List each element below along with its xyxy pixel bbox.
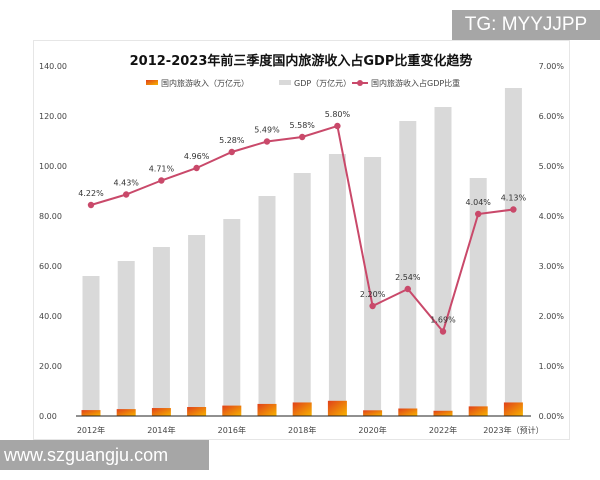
x-tick-label: 2016年 bbox=[218, 425, 246, 435]
ratio-label-12: 4.13% bbox=[501, 194, 527, 203]
bar-gdp-8 bbox=[364, 157, 382, 416]
bar-gdp-5 bbox=[258, 196, 276, 416]
ratio-label-11: 4.04% bbox=[465, 198, 491, 207]
ratio-point-5 bbox=[263, 138, 271, 145]
ratio-point-7 bbox=[334, 122, 341, 130]
x-tick-label: 2020年 bbox=[358, 425, 386, 435]
y-left-tick: 100.00 bbox=[39, 162, 67, 171]
ratio-point-11 bbox=[475, 210, 482, 218]
ratio-point-12 bbox=[510, 206, 517, 213]
ratio-label-2: 4.71% bbox=[149, 165, 175, 174]
bar-tourism-3 bbox=[187, 407, 207, 416]
ratio-point-2 bbox=[158, 177, 165, 184]
bar-gdp-0 bbox=[82, 276, 100, 416]
ratio-point-9 bbox=[404, 285, 411, 293]
bar-gdp-2 bbox=[152, 247, 170, 416]
ratio-point-0 bbox=[87, 201, 95, 209]
ratio-label-10: 1.69% bbox=[430, 316, 456, 325]
ratio-label-4: 5.28% bbox=[219, 136, 245, 145]
ratio-point-3 bbox=[193, 164, 200, 172]
y-right-tick: 5.00% bbox=[539, 162, 565, 171]
ratio-point-8 bbox=[369, 302, 376, 310]
bar-tourism-6 bbox=[292, 402, 312, 416]
y-left-tick: 80.00 bbox=[39, 212, 62, 221]
x-tick-label: 2014年 bbox=[147, 425, 175, 435]
bar-gdp-4 bbox=[223, 219, 241, 416]
ratio-point-10 bbox=[439, 328, 447, 335]
y-right-tick: 3.00% bbox=[539, 262, 565, 271]
watermark-bottom: www.szguangju.com bbox=[0, 440, 209, 470]
y-left-tick: 120.00 bbox=[39, 112, 67, 121]
ratio-point-6 bbox=[299, 133, 306, 141]
ratio-label-5: 5.49% bbox=[254, 126, 280, 135]
bar-tourism-9 bbox=[398, 408, 418, 416]
x-tick-label: 2023年（预计） bbox=[483, 425, 543, 435]
bar-tourism-7 bbox=[327, 400, 347, 416]
bar-tourism-10 bbox=[433, 410, 453, 416]
x-tick-label: 2012年 bbox=[77, 425, 105, 435]
y-right-tick: 7.00% bbox=[539, 62, 565, 71]
legend-marker-2 bbox=[357, 80, 363, 86]
ratio-label-0: 4.22% bbox=[78, 189, 104, 198]
ratio-label-6: 5.58% bbox=[289, 121, 315, 130]
bar-tourism-1 bbox=[116, 409, 136, 416]
bar-tourism-11 bbox=[468, 406, 488, 416]
watermark-top: TG: MYYJJPP bbox=[452, 10, 600, 40]
bar-gdp-9 bbox=[399, 121, 417, 416]
bar-tourism-8 bbox=[363, 410, 383, 416]
bar-tourism-2 bbox=[151, 408, 171, 416]
y-right-tick: 1.00% bbox=[539, 362, 565, 371]
bar-gdp-12 bbox=[504, 88, 522, 416]
ratio-label-1: 4.43% bbox=[113, 179, 139, 188]
ratio-label-7: 5.80% bbox=[325, 110, 351, 119]
bar-gdp-10 bbox=[434, 107, 452, 416]
legend-swatch-1 bbox=[279, 80, 291, 85]
bar-gdp-3 bbox=[188, 235, 206, 416]
x-tick-label: 2018年 bbox=[288, 425, 316, 435]
y-left-tick: 60.00 bbox=[39, 262, 62, 271]
x-tick-label: 2022年 bbox=[429, 425, 457, 435]
legend-label-2: 国内旅游收入占GDP比重 bbox=[371, 78, 460, 88]
bar-gdp-7 bbox=[328, 154, 346, 416]
chart-frame: 2012-2023年前三季度国内旅游收入占GDP比重变化趋势国内旅游收入（万亿元… bbox=[33, 40, 570, 440]
bar-tourism-0 bbox=[81, 410, 101, 416]
y-right-tick: 4.00% bbox=[539, 212, 565, 221]
y-left-tick: 0.00 bbox=[39, 412, 57, 421]
y-left-tick: 20.00 bbox=[39, 362, 62, 371]
bar-gdp-1 bbox=[117, 261, 135, 416]
legend-label-1: GDP（万亿元） bbox=[294, 78, 351, 88]
y-right-tick: 0.00% bbox=[539, 412, 565, 421]
chart-title: 2012-2023年前三季度国内旅游收入占GDP比重变化趋势 bbox=[130, 53, 473, 69]
legend-swatch-0 bbox=[146, 80, 158, 85]
bar-gdp-11 bbox=[469, 178, 487, 416]
bar-tourism-12 bbox=[503, 402, 523, 416]
ratio-label-8: 2.20% bbox=[360, 290, 386, 299]
y-right-tick: 2.00% bbox=[539, 312, 565, 321]
ratio-point-1 bbox=[123, 191, 130, 198]
ratio-point-4 bbox=[228, 148, 235, 156]
y-left-tick: 40.00 bbox=[39, 312, 62, 321]
bar-tourism-4 bbox=[222, 405, 242, 416]
bar-tourism-5 bbox=[257, 403, 277, 416]
chart: 2012-2023年前三季度国内旅游收入占GDP比重变化趋势国内旅游收入（万亿元… bbox=[39, 53, 565, 435]
ratio-label-9: 2.54% bbox=[395, 273, 421, 282]
bar-gdp-6 bbox=[293, 173, 311, 416]
y-right-tick: 6.00% bbox=[539, 112, 565, 121]
legend-label-0: 国内旅游收入（万亿元） bbox=[161, 78, 249, 88]
y-left-tick: 140.00 bbox=[39, 62, 67, 71]
ratio-label-3: 4.96% bbox=[184, 152, 210, 161]
